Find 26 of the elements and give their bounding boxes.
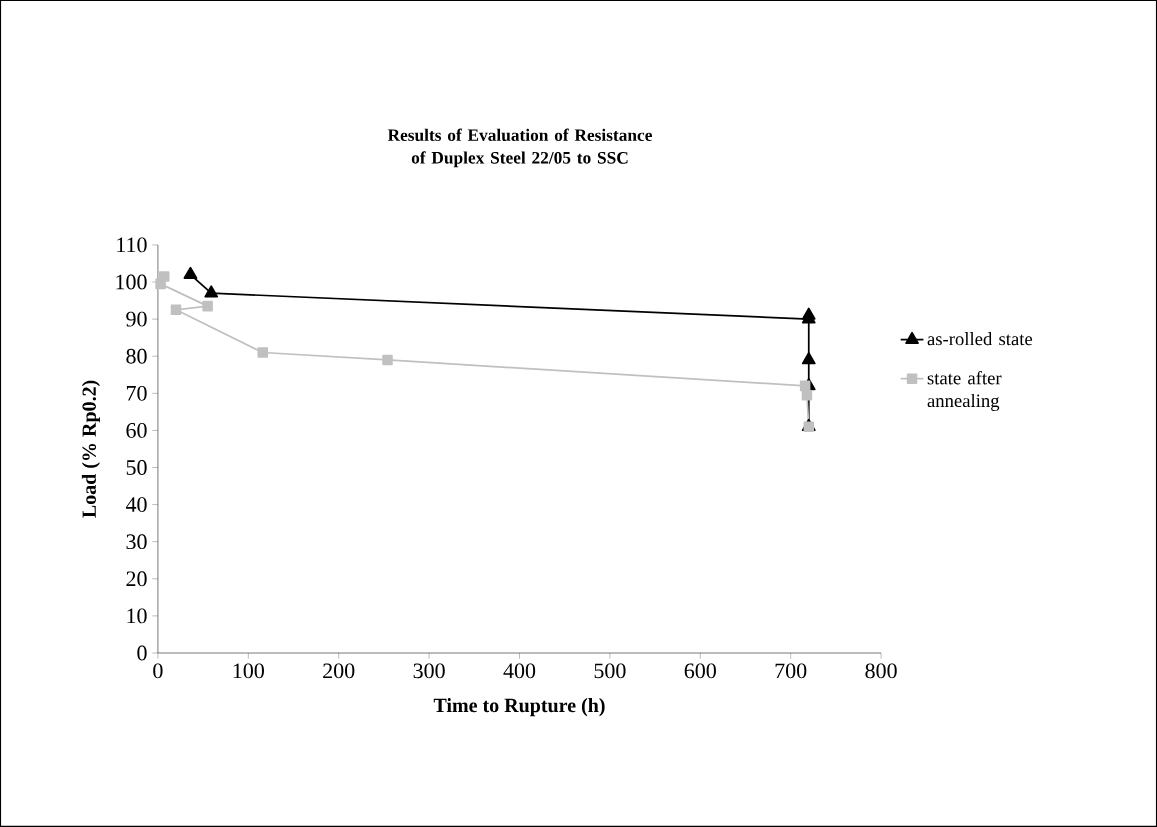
- x-tick-label: 200: [323, 663, 355, 679]
- y-tick-label: 50: [126, 460, 147, 475]
- y-axis-title: Load (% Rp0.2): [81, 380, 101, 518]
- y-tick-label: 100: [116, 274, 147, 290]
- y-tick-label: 40: [125, 497, 147, 513]
- y-tick-label: 90: [126, 311, 147, 327]
- x-tick-label: 600: [684, 663, 716, 679]
- chart-title: Results of Evaluation of Resistance of Duplex Steel 22/05 to SSC: [387, 128, 652, 168]
- y-tick-label: 10: [127, 608, 147, 624]
- y-tick-label: 0: [137, 645, 147, 661]
- y-tick-label: 30: [126, 534, 147, 550]
- x-tick-label: 700: [775, 663, 807, 679]
- x-tick-label: 500: [594, 663, 626, 679]
- legend-label: as-rolled state: [927, 332, 1033, 346]
- y-tick-label: 110: [117, 237, 147, 253]
- x-tick-label: 400: [503, 663, 536, 679]
- x-tick-label: 300: [413, 663, 445, 679]
- y-tick-label: 60: [126, 423, 147, 438]
- y-tick-label: 70: [126, 385, 147, 401]
- x-axis-title: Time to Rupture (h): [433, 698, 605, 717]
- x-tick-label: 100: [233, 663, 264, 679]
- legend-label: state after annealing: [927, 371, 1002, 411]
- y-tick-label: 20: [126, 571, 147, 587]
- x-tick-label: 0: [153, 663, 163, 679]
- y-tick-label: 80: [126, 348, 147, 364]
- x-tick-label: 800: [865, 663, 897, 679]
